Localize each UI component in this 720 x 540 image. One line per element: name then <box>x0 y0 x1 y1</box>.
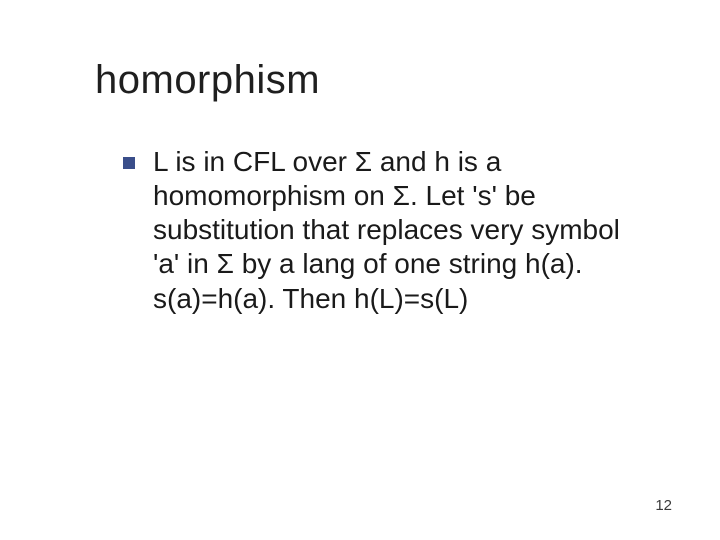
slide: homorphism L is in CFL over Σ and h is a… <box>0 0 720 540</box>
page-number: 12 <box>655 497 672 514</box>
square-bullet-icon <box>123 157 135 169</box>
slide-title: homorphism <box>95 58 650 103</box>
bullet-row: L is in CFL over Σ and h is a homomorphi… <box>95 145 650 316</box>
body-text: L is in CFL over Σ and h is a homomorphi… <box>153 145 633 316</box>
